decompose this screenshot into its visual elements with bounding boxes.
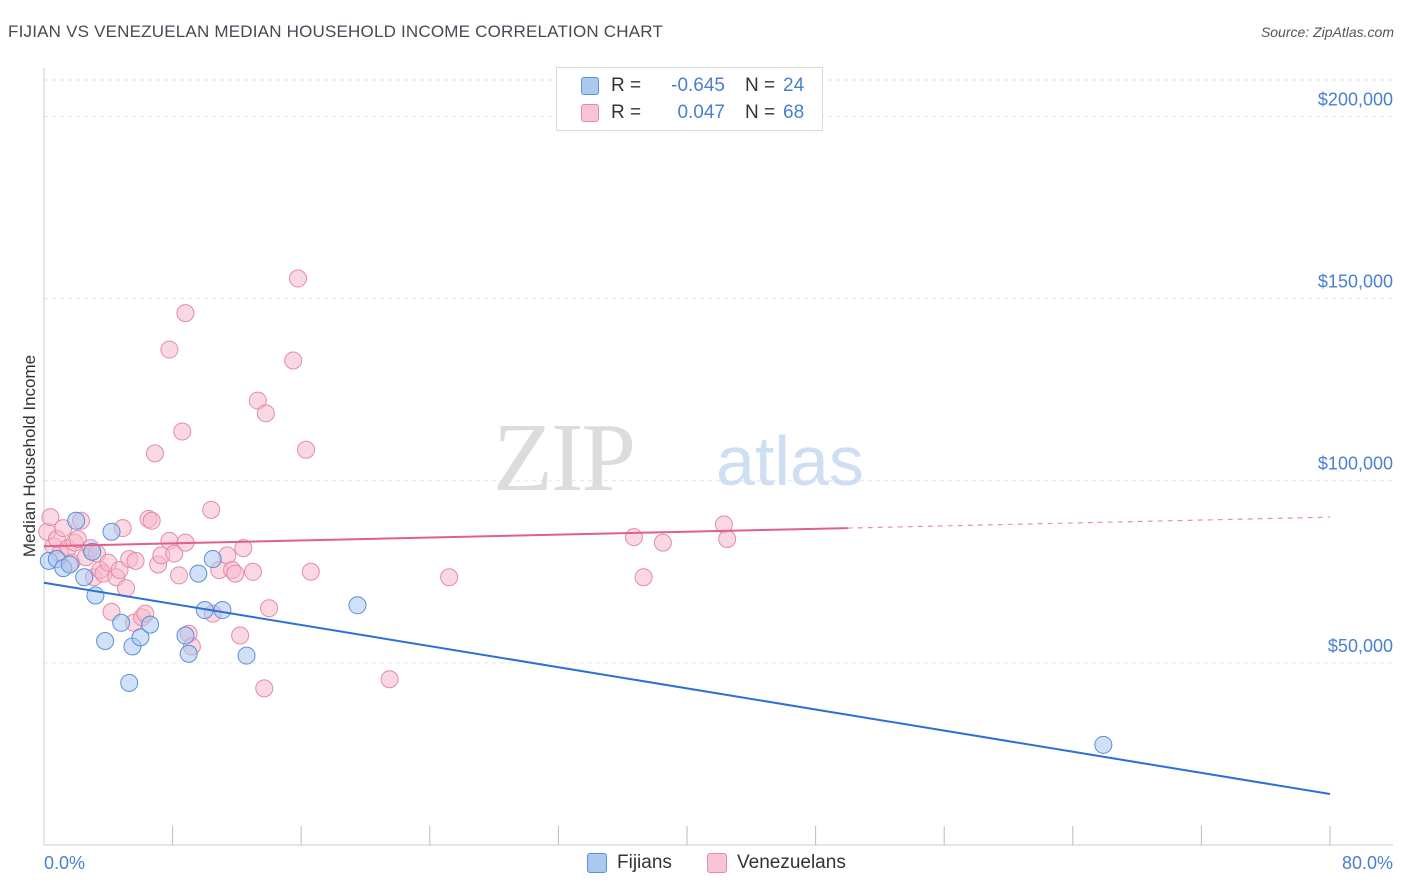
venezuelans-point — [255, 679, 274, 698]
fijians-point — [237, 646, 256, 665]
venezuelans-point — [165, 544, 184, 563]
venezuelans-legend-swatch — [707, 853, 727, 873]
y-tick-label: $100,000 — [1318, 454, 1393, 474]
venezuelans-point — [145, 444, 164, 463]
venezuelans-point — [160, 340, 179, 359]
y-tick-label: $150,000 — [1318, 272, 1393, 292]
axes — [43, 68, 1393, 846]
y-tick-labels: $50,000 $100,000 $150,000 $200,000 — [1318, 89, 1393, 655]
legend-item-fijians[interactable]: Fijians — [587, 852, 672, 874]
venezuelans-point — [142, 511, 161, 530]
fijians-point — [189, 564, 208, 583]
venezuelans-point — [380, 670, 399, 689]
fijians-point — [1094, 735, 1113, 754]
fijians-point — [96, 632, 115, 650]
fijians-point — [67, 511, 86, 530]
r-label: R = — [611, 102, 642, 123]
n-label: N = — [745, 75, 776, 96]
venezuelans-point — [126, 551, 145, 570]
fijians-point — [213, 601, 232, 620]
fijians-point — [60, 555, 79, 574]
venezuelans-point — [260, 599, 279, 618]
venezuelans-point — [718, 530, 737, 548]
fijians-point — [179, 644, 198, 663]
fijians-point — [203, 550, 222, 569]
venezuelans-trend-line — [43, 527, 848, 548]
watermark: ZIP atlas — [493, 404, 864, 512]
venezuelans-point — [248, 391, 267, 410]
fijians-point — [131, 628, 150, 647]
series-legend: Fijians Venezuelans — [0, 852, 1406, 878]
legend-label-fijians: Fijians — [617, 852, 672, 873]
venezuelans-point — [256, 404, 275, 423]
fijians-point — [176, 626, 195, 645]
venezuelans-point — [234, 539, 253, 558]
fijians-point — [120, 673, 139, 692]
venezuelans-point — [634, 568, 653, 587]
fijians-legend-swatch — [587, 853, 607, 873]
r-value: -0.645 — [671, 75, 725, 96]
fijians-point — [141, 615, 160, 634]
fijians-point — [83, 542, 102, 561]
venezuelans-point — [284, 351, 303, 370]
n-value: 24 — [783, 75, 805, 96]
y-tick-label: $50,000 — [1328, 636, 1393, 656]
fijians-point — [348, 596, 367, 615]
stats-row-venezuelans: R = 0.047 N = 68 — [581, 100, 804, 126]
legend-label-venezuelans: Venezuelans — [737, 852, 846, 873]
venezuelans-point — [226, 564, 245, 583]
venezuelans-point — [231, 626, 250, 645]
x-tick-label-max: 80.0% — [1342, 853, 1393, 873]
fijians-point — [112, 613, 131, 632]
fijians-trend-line — [43, 581, 1331, 795]
stats-legend: R = -0.645 N = 24 R = 0.047 N = 68 — [556, 67, 823, 131]
fijians-swatch — [581, 77, 599, 95]
venezuelans-point — [624, 528, 643, 547]
venezuelans-point — [202, 500, 221, 519]
n-value: 68 — [783, 102, 805, 123]
watermark-atlas: atlas — [716, 422, 864, 500]
chart-title: FIJIAN VS VENEZUELAN MEDIAN HOUSEHOLD IN… — [8, 22, 664, 41]
r-label: R = — [611, 75, 642, 96]
venezuelans-point — [297, 440, 316, 459]
fijians-point — [102, 522, 121, 541]
venezuelans-point — [243, 562, 262, 581]
trend-lines — [43, 516, 1331, 795]
venezuelans-point — [68, 530, 87, 548]
venezuelans-point — [41, 508, 60, 527]
venezuelans-point — [173, 422, 192, 441]
venezuelans-point — [440, 568, 459, 587]
venezuelans-swatch — [581, 104, 599, 122]
venezuelans-point — [653, 533, 672, 552]
venezuelans-point — [301, 562, 320, 581]
stats-row-fijians: R = -0.645 N = 24 — [581, 73, 804, 99]
venezuelans-point — [170, 566, 189, 585]
fijians-point — [75, 568, 94, 587]
r-value: 0.047 — [677, 102, 725, 123]
source-credit: Source: ZipAtlas.com — [1260, 24, 1394, 40]
y-axis-label: Median Household Income — [20, 355, 39, 557]
n-label: N = — [745, 102, 776, 123]
watermark-zip: ZIP — [493, 404, 634, 512]
x-tick-label-min: 0.0% — [44, 853, 85, 873]
legend-item-venezuelans[interactable]: Venezuelans — [707, 852, 846, 874]
venezuelans-point — [116, 579, 135, 598]
venezuelans-point — [288, 269, 307, 288]
venezuelans-trend-extension — [847, 516, 1331, 529]
venezuelans-point — [176, 304, 195, 323]
y-tick-label: $200,000 — [1318, 89, 1393, 109]
